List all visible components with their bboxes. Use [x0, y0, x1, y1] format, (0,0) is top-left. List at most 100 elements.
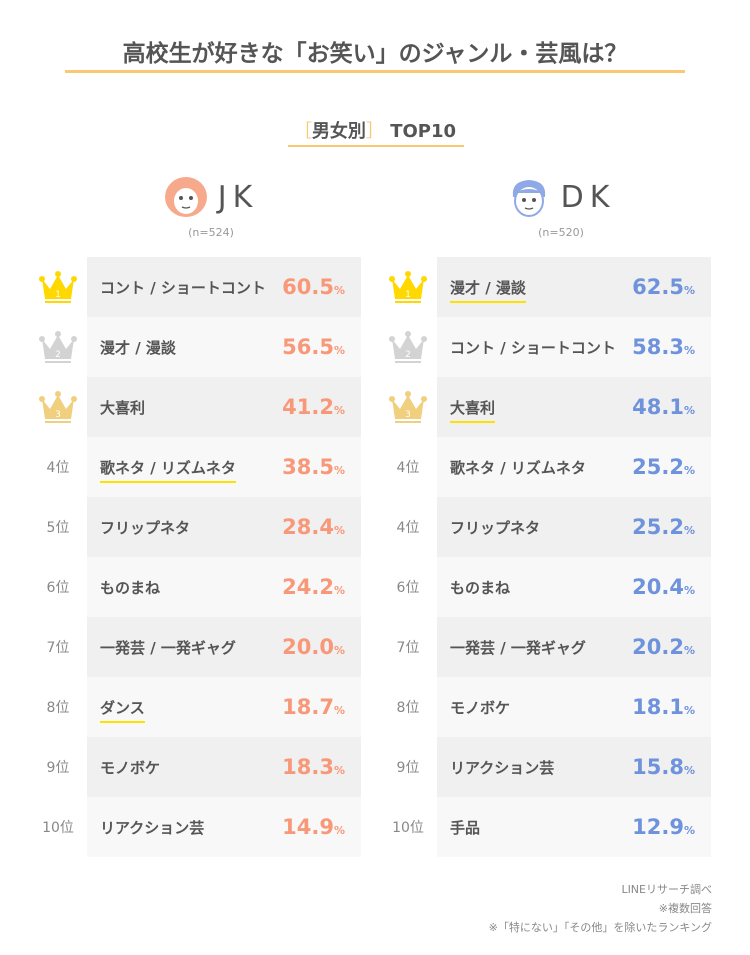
item-text: フリップネタ: [100, 518, 191, 537]
value-number: 25.2: [632, 455, 684, 479]
value-label: 18.1%: [626, 695, 711, 719]
value-unit: %: [683, 704, 695, 717]
group-label: DK: [560, 179, 616, 215]
value-unit: %: [683, 764, 695, 777]
value-unit: %: [333, 704, 345, 717]
item-label: モノボケ: [450, 697, 626, 718]
dk-ranking-table: 1 漫才 / 漫談 62.5% 2 コント / ショートコント 58.3% 3 大喜利 48.1…: [389, 257, 711, 857]
crown-rank-icon: 1: [385, 257, 431, 317]
item-label: ダンス: [100, 697, 276, 723]
item-text: 歌ネタ / リズムネタ: [450, 458, 586, 477]
value-unit: %: [683, 404, 695, 417]
crown-rank-icon: 3: [385, 377, 431, 437]
exclusion-note: ※「特にない」「その他」を除いたランキング: [488, 921, 712, 934]
value-label: 48.1%: [626, 395, 711, 419]
value-label: 25.2%: [626, 455, 711, 479]
value-number: 12.9: [632, 815, 684, 839]
table-row: 2 コント / ショートコント 58.3%: [389, 317, 711, 377]
value-unit: %: [683, 344, 695, 357]
value-label: 60.5%: [276, 275, 361, 299]
table-row: 10位 リアクション芸 14.9%: [42, 797, 361, 857]
item-text: 漫才 / 漫談: [450, 278, 526, 303]
item-text: コント / ショートコント: [450, 338, 616, 357]
item-label: ものまね: [450, 577, 626, 598]
value-number: 62.5: [632, 275, 684, 299]
item-text: 歌ネタ / リズムネタ: [100, 458, 236, 483]
value-label: 25.2%: [626, 515, 711, 539]
value-unit: %: [683, 584, 695, 597]
item-text: コント / ショートコント: [100, 278, 266, 297]
value-label: 28.4%: [276, 515, 361, 539]
value-number: 18.1: [632, 695, 684, 719]
girl-face-icon: [164, 177, 207, 217]
value-label: 62.5%: [626, 275, 711, 299]
item-text: フリップネタ: [450, 518, 541, 537]
item-text: 漫才 / 漫談: [100, 338, 176, 357]
item-label: 歌ネタ / リズムネタ: [100, 457, 276, 483]
value-unit: %: [333, 764, 345, 777]
page-title: 高校生が好きな「お笑い」のジャンル・芸風は？: [122, 41, 628, 67]
table-row: 7位 一発芸 / 一発ギャグ 20.2%: [397, 617, 711, 677]
value-label: 56.5%: [276, 335, 361, 359]
table-row: 8位 ダンス 18.7%: [47, 677, 361, 737]
rank-label: 7位: [396, 640, 420, 656]
value-unit: %: [333, 524, 345, 537]
table-row: 2 漫才 / 漫談 56.5%: [39, 317, 361, 377]
source-note: LINEリサーチ調べ: [621, 883, 712, 896]
value-unit: %: [683, 464, 695, 477]
table-row: 4位 フリップネタ 25.2%: [397, 497, 711, 557]
table-row: 6位 ものまね 20.4%: [397, 557, 711, 617]
svg-text:2: 2: [55, 350, 61, 360]
value-label: 58.3%: [626, 335, 711, 359]
item-text: リアクション芸: [450, 758, 555, 777]
item-text: モノボケ: [100, 758, 161, 777]
rank-label: 6位: [396, 580, 420, 596]
crown-rank-icon: 3: [35, 377, 81, 437]
value-number: 18.3: [282, 755, 334, 779]
value-unit: %: [333, 824, 345, 837]
rank-label: 9位: [396, 760, 420, 776]
sample-size: (n=520): [538, 226, 584, 239]
table-row: 8位 モノボケ 18.1%: [397, 677, 711, 737]
item-text: 一発芸 / 一発ギャグ: [100, 638, 236, 657]
crown-rank-icon: 1: [35, 257, 81, 317]
value-label: 24.2%: [276, 575, 361, 599]
group-label: JK: [217, 179, 259, 215]
value-unit: %: [333, 284, 345, 297]
value-number: 56.5: [282, 335, 334, 359]
value-unit: %: [683, 824, 695, 837]
footnotes: LINEリサーチ調べ ※複数回答 ※「特にない」「その他」を除いたランキング: [489, 880, 712, 937]
table-row: 4位 歌ネタ / リズムネタ 38.5%: [47, 437, 361, 497]
subtitle-top: TOP10: [390, 121, 457, 142]
value-number: 48.1: [632, 395, 684, 419]
value-unit: %: [683, 284, 695, 297]
table-row: 1 コント / ショートコント 60.5%: [39, 257, 361, 317]
item-text: ダンス: [100, 698, 145, 723]
rank-label: 8位: [46, 700, 70, 716]
bracket-close: ］: [365, 121, 384, 142]
value-label: 20.0%: [276, 635, 361, 659]
jk-header: JK: [76, 175, 346, 219]
value-number: 58.3: [632, 335, 684, 359]
svg-text:1: 1: [405, 290, 411, 300]
value-unit: %: [333, 344, 345, 357]
item-label: ものまね: [100, 577, 276, 598]
rank-label: 10位: [42, 820, 74, 836]
table-row: 3 大喜利 41.2%: [39, 377, 361, 437]
rank-label: 4位: [46, 460, 70, 476]
table-row: 9位 モノボケ 18.3%: [47, 737, 361, 797]
table-row: 1 漫才 / 漫談 62.5%: [389, 257, 711, 317]
value-label: 20.2%: [626, 635, 711, 659]
table-row: 7位 一発芸 / 一発ギャグ 20.0%: [47, 617, 361, 677]
subtitle-underline: [288, 145, 464, 147]
subtitle: ［男女別］ TOP10: [0, 117, 750, 143]
item-text: 一発芸 / 一発ギャグ: [450, 638, 586, 657]
value-label: 41.2%: [276, 395, 361, 419]
svg-text:1: 1: [55, 290, 61, 300]
svg-text:3: 3: [55, 410, 61, 420]
item-label: 漫才 / 漫談: [450, 277, 626, 303]
boy-face-icon: [512, 180, 545, 217]
title-underline: [65, 70, 685, 73]
value-unit: %: [333, 404, 345, 417]
value-label: 20.4%: [626, 575, 711, 599]
